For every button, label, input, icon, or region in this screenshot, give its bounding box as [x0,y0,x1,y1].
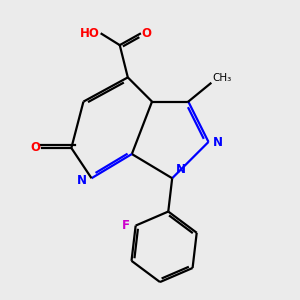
Text: O: O [30,142,40,154]
Text: N: N [213,136,223,149]
Text: CH₃: CH₃ [212,73,231,82]
Text: N: N [176,163,185,176]
Text: N: N [77,174,87,187]
Text: HO: HO [80,27,100,40]
Text: O: O [142,26,152,40]
Text: F: F [122,219,130,232]
